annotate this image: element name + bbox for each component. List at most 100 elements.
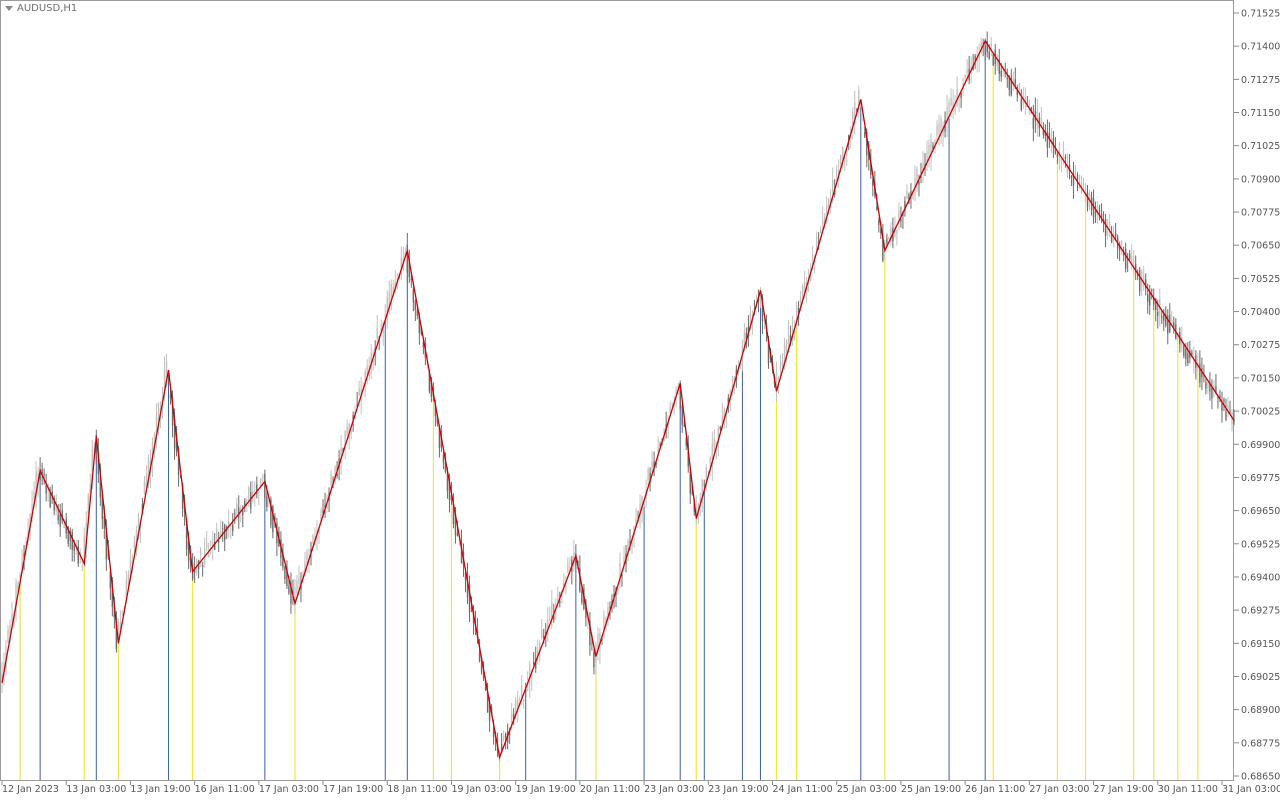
- candle-body: [454, 513, 457, 536]
- candle-body: [177, 448, 180, 476]
- candle-body: [296, 580, 298, 593]
- candle-body: [641, 496, 643, 511]
- candle-body: [671, 403, 673, 405]
- candle-body: [609, 606, 611, 608]
- candle-body: [115, 617, 118, 649]
- candle-body: [388, 292, 390, 310]
- candle-body: [51, 491, 53, 497]
- price-tick-label: 0.71150: [1241, 108, 1280, 119]
- candle-body: [1064, 156, 1067, 159]
- candle-body: [276, 523, 278, 544]
- zigzag-indicator: [1, 39, 1235, 760]
- candle-body: [912, 193, 914, 199]
- candle-body: [220, 530, 222, 535]
- candle-body: [213, 541, 216, 550]
- candle-body: [394, 282, 396, 288]
- candle-body: [657, 447, 659, 453]
- candle-body: [268, 500, 270, 502]
- candle-body: [326, 506, 328, 509]
- candle-body: [633, 525, 635, 536]
- candle-body: [31, 503, 33, 517]
- candle-body: [460, 542, 463, 564]
- candle-body: [484, 679, 487, 691]
- symbol-label[interactable]: AUDUSD,H1: [5, 3, 77, 14]
- candle-body: [131, 561, 134, 566]
- candle-body: [998, 59, 1000, 74]
- candle-body: [950, 97, 952, 106]
- candle-body: [502, 736, 505, 741]
- candle-body: [1153, 296, 1155, 305]
- candle-body: [854, 102, 856, 124]
- candle-body: [787, 332, 790, 344]
- candle-body: [294, 587, 296, 604]
- candle-body: [500, 744, 503, 749]
- candle-body: [559, 601, 561, 604]
- time-tick-label: 16 Jan 11:00: [195, 784, 255, 795]
- candle-body: [386, 296, 388, 322]
- candle-body: [964, 74, 966, 79]
- candle-body: [352, 415, 354, 420]
- time-tick-label: 23 Jan 03:00: [644, 784, 704, 795]
- candle-body: [988, 51, 990, 59]
- candle-body: [872, 179, 874, 186]
- candle-body: [169, 394, 172, 399]
- candle-body: [101, 493, 104, 519]
- candle-body: [918, 181, 920, 185]
- candle-body: [940, 118, 942, 133]
- candle-body: [1173, 322, 1175, 329]
- candle-body: [201, 564, 204, 567]
- candle-body: [408, 261, 411, 278]
- candle-body: [244, 500, 246, 506]
- candle-body: [147, 457, 150, 483]
- price-tick-label: 0.69525: [1241, 539, 1280, 550]
- candle-body: [67, 526, 69, 544]
- candle-body: [743, 330, 746, 351]
- price-tick-label: 0.69900: [1241, 440, 1280, 451]
- candle-body: [1183, 344, 1185, 356]
- candle-body: [1114, 232, 1117, 237]
- candle-body: [520, 684, 523, 697]
- candle-body: [218, 540, 220, 543]
- candle-body: [438, 426, 441, 449]
- candle-body: [1070, 175, 1073, 178]
- candle-body: [1149, 292, 1151, 306]
- candle-body: [894, 227, 896, 236]
- time-tick-label: 27 Jan 03:00: [1029, 784, 1089, 795]
- candle-body: [358, 388, 360, 395]
- candle-body: [390, 284, 392, 303]
- candle-body: [346, 426, 348, 435]
- candle-body: [848, 135, 850, 142]
- candle-body: [368, 368, 370, 377]
- candle-body: [777, 377, 780, 385]
- candle-body: [655, 462, 657, 465]
- candle-body: [990, 43, 992, 52]
- candle-body: [799, 298, 802, 303]
- candle-body: [478, 651, 481, 662]
- candle-body: [1098, 210, 1101, 212]
- candle-body: [61, 510, 63, 521]
- price-tick-label: 0.69275: [1241, 606, 1280, 617]
- candle-body: [121, 612, 124, 614]
- candle-body: [45, 484, 47, 494]
- price-tick-label: 0.70775: [1241, 208, 1280, 219]
- candle-body: [199, 547, 202, 555]
- candle-body: [240, 507, 242, 512]
- candle-body: [541, 629, 543, 639]
- candle-body: [1082, 182, 1085, 184]
- candle-body: [1022, 97, 1025, 105]
- candle-body: [422, 341, 425, 348]
- candle-body: [404, 252, 407, 257]
- candle-body: [207, 549, 210, 557]
- candle-body: [890, 227, 892, 242]
- candle-body: [647, 469, 649, 481]
- candle-body: [1086, 192, 1089, 208]
- price-axis[interactable]: 0.71525 0.71400 0.71275 0.71150 0.71025 0.709…: [1234, 9, 1280, 783]
- candle-body: [733, 376, 736, 382]
- time-axis[interactable]: 12 Jan 2023 13 Jan 03:00 13 Jan 19:00 16 Ja…: [1, 781, 1280, 795]
- candle-body: [1193, 358, 1195, 364]
- candle-body: [761, 297, 764, 321]
- candle-body: [1211, 387, 1213, 399]
- candle-body: [842, 146, 844, 160]
